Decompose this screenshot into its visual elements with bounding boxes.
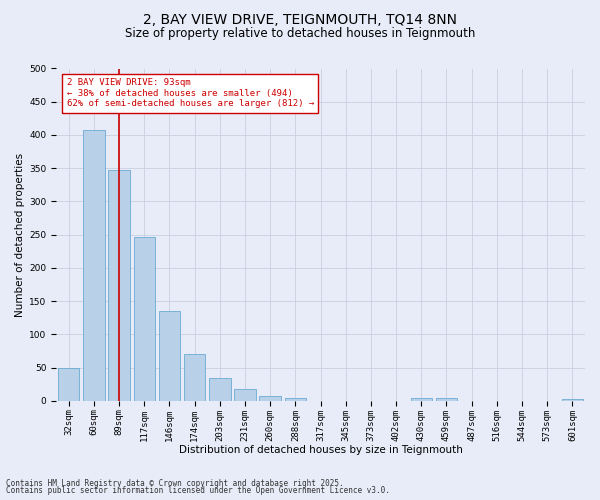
Text: 2 BAY VIEW DRIVE: 93sqm
← 38% of detached houses are smaller (494)
62% of semi-d: 2 BAY VIEW DRIVE: 93sqm ← 38% of detache… — [67, 78, 314, 108]
Bar — [436, 398, 457, 401]
X-axis label: Distribution of detached houses by size in Teignmouth: Distribution of detached houses by size … — [179, 445, 463, 455]
Bar — [134, 238, 155, 401]
Text: Size of property relative to detached houses in Teignmouth: Size of property relative to detached ho… — [125, 28, 475, 40]
Bar — [562, 399, 583, 401]
Bar — [410, 398, 432, 401]
Bar — [83, 130, 104, 401]
Bar — [209, 378, 230, 401]
Y-axis label: Number of detached properties: Number of detached properties — [15, 152, 25, 317]
Text: Contains public sector information licensed under the Open Government Licence v3: Contains public sector information licen… — [6, 486, 390, 495]
Bar — [58, 368, 79, 401]
Bar — [284, 398, 306, 401]
Bar — [259, 396, 281, 401]
Text: Contains HM Land Registry data © Crown copyright and database right 2025.: Contains HM Land Registry data © Crown c… — [6, 478, 344, 488]
Bar — [235, 389, 256, 401]
Bar — [184, 354, 205, 401]
Text: 2, BAY VIEW DRIVE, TEIGNMOUTH, TQ14 8NN: 2, BAY VIEW DRIVE, TEIGNMOUTH, TQ14 8NN — [143, 12, 457, 26]
Bar — [109, 170, 130, 401]
Bar — [159, 311, 180, 401]
